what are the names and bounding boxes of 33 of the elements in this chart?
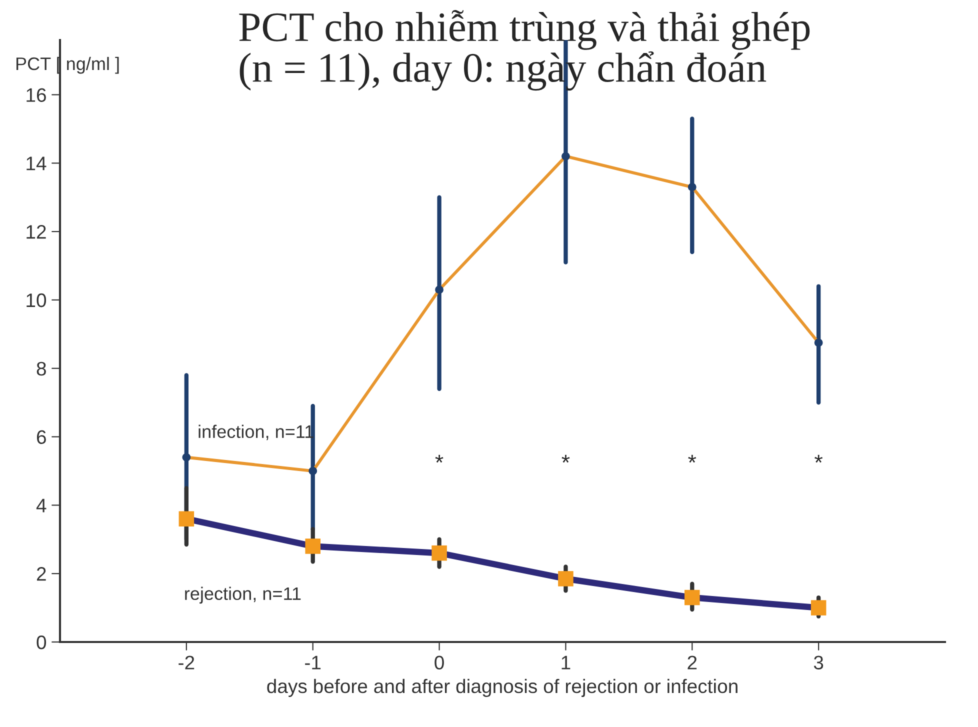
annotation: * — [814, 454, 823, 463]
annotation: * — [435, 454, 444, 463]
point — [684, 590, 700, 606]
x-tick-label: 0 — [434, 656, 444, 670]
x-axis-title: days before and after diagnosis of rejection or infection — [267, 678, 738, 697]
x-tick-label: 3 — [814, 656, 824, 670]
point — [688, 182, 696, 192]
point — [562, 152, 570, 160]
point — [558, 571, 574, 586]
point — [182, 453, 191, 462]
annotation: * — [562, 454, 570, 463]
y-tick-label: 10 — [26, 293, 46, 308]
y-tick-label: 4 — [36, 498, 46, 512]
point — [810, 600, 826, 616]
y-tick-label: 6 — [36, 430, 46, 444]
x-tick-label: -2 — [178, 656, 194, 670]
annotation: * — [688, 454, 696, 463]
point — [305, 538, 320, 554]
x-tick-label: -1 — [305, 656, 321, 670]
y-tick-label: 2 — [36, 567, 46, 581]
y-tick-label: 16 — [26, 88, 46, 102]
point — [178, 511, 194, 527]
y-tick-label: 14 — [26, 156, 46, 170]
y-tick-label: 8 — [36, 362, 46, 376]
x-tick-label: 2 — [688, 656, 697, 670]
series-label: rejection, n=11 — [185, 586, 301, 604]
x-tick-label: 1 — [562, 656, 570, 670]
y-tick-label: 12 — [26, 225, 46, 239]
point — [814, 338, 823, 347]
y-tick-label: 0 — [36, 635, 46, 650]
point — [308, 466, 318, 476]
point — [432, 545, 447, 561]
point — [435, 286, 444, 294]
